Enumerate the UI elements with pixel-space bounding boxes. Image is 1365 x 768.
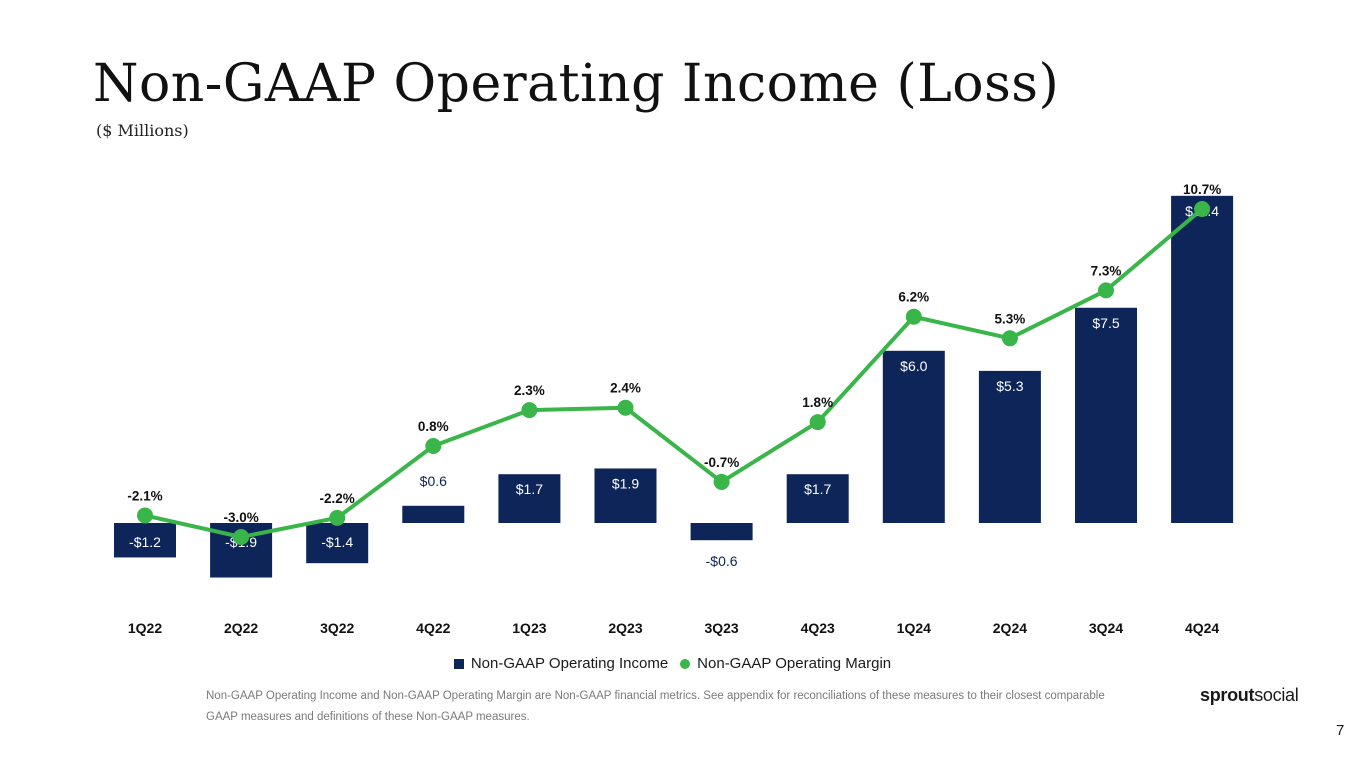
category-label-4Q24: 4Q24 [1185,620,1219,636]
category-label-1Q23: 1Q23 [512,620,546,636]
margin-point-4Q24 [1194,201,1211,217]
bar-3Q22 [306,523,369,564]
page-number: 7 [1336,722,1345,739]
bar-4Q22 [402,505,465,523]
category-label-4Q22: 4Q22 [416,620,450,636]
category-label-2Q22: 2Q22 [224,620,258,636]
bar-label-1Q24: $6.0 [900,358,927,374]
legend-swatch-line [680,658,691,669]
margin-label-3Q23: -0.7% [704,455,739,470]
margin-point-1Q23 [521,402,538,419]
bar-label-1Q22: -$1.2 [129,534,161,550]
chart-legend: Non-GAAP Operating Income Non-GAAP Opera… [0,655,1345,672]
category-label-2Q24: 2Q24 [993,620,1027,636]
margin-point-1Q22 [137,507,153,524]
category-label-3Q22: 3Q22 [320,620,354,636]
margin-label-2Q23: 2.4% [610,381,641,396]
margin-label-2Q22: -3.0% [223,510,258,525]
margin-label-2Q24: 5.3% [995,311,1026,326]
bar-2Q23 [594,468,657,523]
bar-2Q24 [978,370,1041,523]
legend-swatch-bar [453,658,464,669]
category-label-4Q23: 4Q23 [801,620,835,636]
footnote: Non-GAAP Operating Income and Non-GAAP O… [206,690,1105,723]
legend-item-margin: Non-GAAP Operating Margin [680,655,891,672]
margin-label-4Q24: 10.7% [1183,182,1221,197]
margin-point-2Q22 [233,529,250,545]
margin-point-3Q24 [1098,282,1114,299]
margin-label-1Q23: 2.3% [514,383,545,398]
slide-title: Non-GAAP Operating Income (Loss) [93,54,1060,114]
bar-1Q24 [882,350,945,523]
margin-label-3Q24: 7.3% [1091,263,1122,278]
bar-4Q24 [1171,195,1234,523]
legend-label-margin: Non-GAAP Operating Margin [697,655,892,672]
margin-point-3Q23 [713,473,730,490]
margin-point-4Q22 [425,438,442,455]
margin-label-4Q23: 1.8% [802,395,833,410]
bar-1Q23 [498,474,561,523]
bar-label-3Q23: -$0.6 [706,553,738,569]
margin-point-3Q22 [329,509,346,526]
bar-label-4Q22: $0.6 [420,473,447,489]
bar-3Q24 [1075,307,1137,523]
bar-3Q23 [690,523,753,541]
bar-label-4Q23: $1.7 [804,481,831,497]
slide-subtitle: ($ Millions) [96,121,189,140]
margin-label-4Q22: 0.8% [418,419,449,434]
bar-label-1Q23: $1.7 [516,481,543,497]
margin-point-1Q24 [905,308,922,325]
margin-point-4Q23 [809,414,826,431]
bar-1Q22 [114,523,176,558]
legend-item-income: Non-GAAP Operating Income [453,655,669,672]
category-label-3Q24: 3Q24 [1089,620,1123,636]
category-label-1Q24: 1Q24 [897,620,931,636]
margin-label-1Q24: 6.2% [898,290,929,305]
margin-label-1Q22: -2.1% [127,488,162,503]
margin-point-2Q23 [617,399,634,416]
legend-label-income: Non-GAAP Operating Income [470,655,669,672]
sprout-social-logo: sproutsocial [1200,685,1299,706]
logo-text-bold: sprout [1200,685,1255,705]
bar-4Q23 [786,474,849,523]
bar-label-3Q24: $7.5 [1092,315,1119,331]
category-label-2Q23: 2Q23 [608,620,642,636]
category-label-1Q22: 1Q22 [128,620,162,636]
margin-line [144,207,1204,539]
logo-text-light: social [1254,685,1299,705]
bar-label-2Q24: $5.3 [996,378,1023,394]
bar-label-3Q22: -$1.4 [321,534,353,550]
category-label-3Q23: 3Q23 [704,620,738,636]
operating-income-chart: -$1.2-$1.9-$1.4$0.6$1.7$1.9-$0.6$1.7$6.0… [114,182,1234,636]
margin-point-2Q24 [1001,330,1018,347]
bar-label-2Q23: $1.9 [612,475,639,491]
margin-label-3Q22: -2.2% [320,491,355,506]
